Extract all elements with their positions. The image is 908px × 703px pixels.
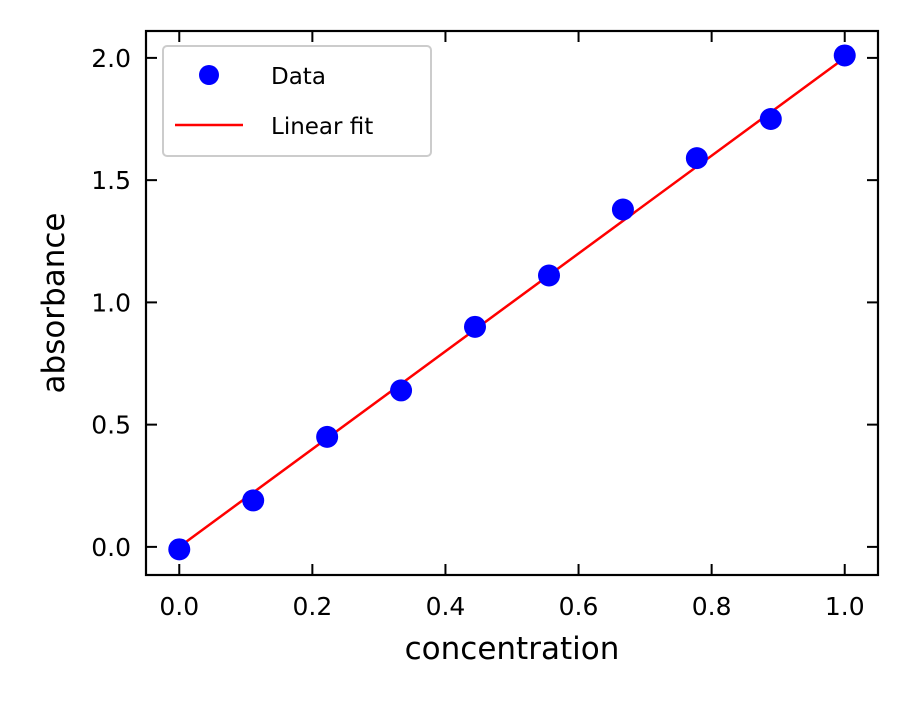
data-point: [611, 198, 634, 221]
x-tick-label: 0.0: [159, 592, 199, 621]
x-tick-label: 0.6: [559, 592, 599, 621]
data-point: [316, 425, 339, 448]
y-tick-label: 1.0: [91, 288, 131, 317]
legend: Data Linear fit: [162, 45, 432, 157]
x-axis-title: concentration: [405, 631, 620, 667]
fit-layer: [178, 56, 846, 548]
data-point: [537, 264, 560, 287]
data-point: [168, 538, 191, 561]
legend-label-fit: Linear fit: [271, 114, 373, 140]
data-point: [242, 489, 265, 512]
y-tick-label: 0.0: [91, 533, 131, 562]
x-tick-label: 0.2: [292, 592, 332, 621]
data-point: [464, 315, 487, 338]
fit-line: [178, 56, 846, 548]
legend-box: [162, 45, 432, 157]
points-layer: [168, 44, 856, 561]
legend-label-data: Data: [271, 64, 326, 90]
y-tick-label: 0.5: [91, 411, 131, 440]
y-axis-title: absorbance: [36, 213, 72, 394]
data-point: [390, 379, 413, 402]
x-tick-label: 0.8: [692, 592, 732, 621]
x-tick-label: 1.0: [825, 592, 865, 621]
x-ticks: 0.0 0.2 0.4 0.6 0.8 1.0: [159, 31, 865, 621]
data-point: [833, 44, 856, 67]
y-tick-label: 2.0: [91, 44, 131, 73]
x-tick-label: 0.4: [426, 592, 466, 621]
y-tick-label: 1.5: [91, 166, 131, 195]
data-point: [759, 108, 782, 131]
data-point: [685, 147, 708, 170]
legend-marker-data: [199, 65, 219, 85]
y-ticks: 0.0 0.5 1.0 1.5 2.0: [91, 44, 878, 562]
